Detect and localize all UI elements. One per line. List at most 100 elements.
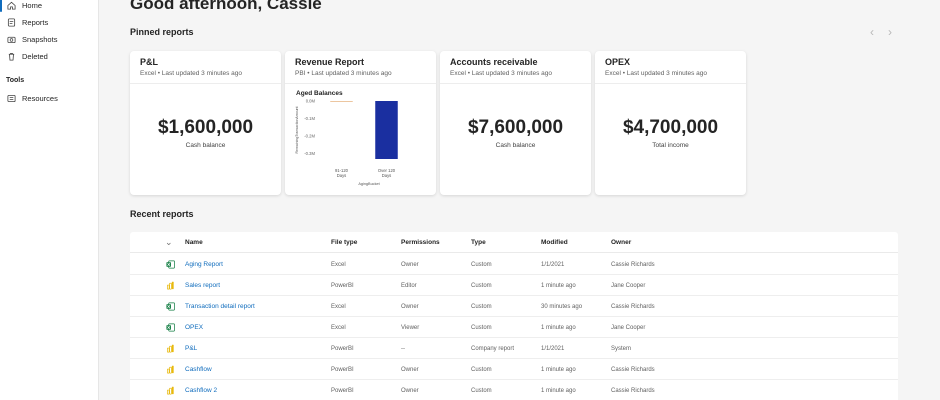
chart-xtick-label: Over 120 Days — [378, 168, 396, 178]
chart-ytick-label: -0.1M — [304, 116, 315, 121]
cell-type: Custom — [471, 262, 492, 268]
sidebar: Home Reports Snapshots Deleted Tools Res… — [0, 0, 99, 400]
excel-icon — [166, 260, 175, 269]
resources-icon — [7, 94, 16, 103]
card-subtitle: Excel • Last updated 3 minutes ago — [450, 70, 553, 77]
chart-ytick-label: -0.3M — [304, 151, 315, 156]
card-divider — [130, 83, 281, 84]
sidebar-item-snapshots[interactable]: Snapshots — [0, 31, 99, 48]
card-title: P&L — [140, 57, 158, 67]
powerbi-icon — [166, 386, 174, 395]
cell-owner: Jane Cooper — [611, 283, 646, 289]
table-row[interactable]: P&L PowerBI -- Company report 1/1/2021 System — [130, 338, 898, 359]
carousel-next-button[interactable]: › — [883, 24, 897, 40]
card-caption: Cash balance — [495, 142, 536, 149]
cell-owner: Cassie Richards — [611, 262, 655, 268]
cell-modified: 1 minute ago — [541, 388, 576, 394]
page-title: Good afternoon, Cassie — [130, 0, 322, 13]
cell-name[interactable]: Aging Report — [185, 261, 223, 268]
table-row[interactable]: OPEX Excel Viewer Custom 1 minute ago Jane Co… — [130, 317, 898, 338]
cell-modified: 1 minute ago — [541, 283, 576, 289]
sidebar-item-label: Reports — [22, 18, 49, 27]
cell-type: Custom — [471, 304, 492, 310]
cell-file-type: Excel — [331, 325, 346, 331]
cell-permissions: Owner — [401, 367, 419, 373]
pinned-card-accounts-receivable[interactable]: Accounts receivable Excel • Last updated… — [440, 51, 591, 195]
column-header-permissions[interactable]: Permissions — [401, 239, 440, 246]
cell-permissions: Owner — [401, 388, 419, 394]
home-icon — [7, 1, 16, 10]
sort-chevron-down-icon[interactable]: ⌄ — [165, 237, 173, 247]
cell-file-type: Excel — [331, 304, 346, 310]
chevron-right-icon: › — [888, 25, 892, 39]
table-row[interactable]: Aging Report Excel Owner Custom 1/1/2021 Cass… — [130, 254, 898, 275]
reports-icon — [7, 18, 16, 27]
cell-type: Custom — [471, 367, 492, 373]
cell-owner: Jane Cooper — [611, 325, 646, 331]
cell-permissions: -- — [401, 346, 405, 352]
sidebar-item-home[interactable]: Home — [0, 0, 99, 14]
table-header: ⌄ Name File type Permissions Type Modifi… — [130, 232, 898, 253]
chevron-left-icon: ‹ — [870, 25, 874, 39]
chart-bar — [375, 101, 398, 159]
column-header-owner[interactable]: Owner — [611, 239, 632, 246]
card-subtitle: Excel • Last updated 3 minutes ago — [605, 70, 708, 77]
cell-name[interactable]: Cashflow 2 — [185, 387, 218, 394]
camera-icon — [7, 35, 16, 44]
cell-file-type: Excel — [331, 262, 346, 268]
sidebar-item-deleted[interactable]: Deleted — [0, 48, 99, 65]
cell-name[interactable]: OPEX — [185, 324, 204, 331]
cell-owner: Cassie Richards — [611, 367, 655, 373]
pinned-card-pl[interactable]: P&L Excel • Last updated 3 minutes ago $… — [130, 51, 281, 195]
chart-ytick-label: -0.2M — [304, 134, 315, 139]
chart-bar — [330, 101, 353, 102]
cell-file-type: PowerBI — [331, 283, 354, 289]
card-divider — [440, 83, 591, 84]
card-divider — [595, 83, 746, 84]
cell-name[interactable]: Transaction detail report — [185, 303, 255, 310]
powerbi-icon — [166, 365, 174, 374]
cell-permissions: Editor — [401, 283, 417, 289]
excel-icon — [166, 302, 175, 311]
column-header-name[interactable]: Name — [185, 239, 203, 246]
cell-name[interactable]: Sales report — [185, 282, 221, 289]
sidebar-item-label: Home — [22, 1, 43, 10]
card-caption: Cash balance — [185, 142, 226, 149]
sidebar-item-resources[interactable]: Resources — [0, 90, 99, 107]
cell-name[interactable]: P&L — [185, 345, 198, 352]
sidebar-item-reports[interactable]: Reports — [0, 14, 99, 31]
cell-file-type: PowerBI — [331, 388, 354, 394]
carousel-prev-button[interactable]: ‹ — [865, 24, 879, 40]
cell-permissions: Viewer — [401, 325, 420, 331]
pinned-card-opex[interactable]: OPEX Excel • Last updated 3 minutes ago … — [595, 51, 746, 195]
chart-title: Aged Balances — [296, 90, 343, 97]
column-header-modified[interactable]: Modified — [541, 239, 568, 246]
chart-ytick-label: 0.0M — [306, 99, 316, 104]
cell-permissions: Owner — [401, 304, 419, 310]
sidebar-item-label: Snapshots — [22, 35, 58, 44]
card-divider — [285, 83, 436, 84]
card-title: OPEX — [605, 57, 631, 67]
pinned-card-revenue-report[interactable]: Revenue Report PBI • Last updated 3 minu… — [285, 51, 436, 195]
card-subtitle: PBI • Last updated 3 minutes ago — [295, 70, 392, 77]
cell-type: Company report — [471, 346, 515, 352]
cell-type: Custom — [471, 283, 492, 289]
recent-reports-table: ⌄ Name File type Permissions Type Modifi… — [130, 232, 898, 400]
table-row[interactable]: Cashflow PowerBI Owner Custom 1 minute ago Ca… — [130, 359, 898, 380]
recent-reports-title: Recent reports — [130, 209, 194, 219]
cell-modified: 30 minutes ago — [541, 304, 583, 310]
column-header-type[interactable]: Type — [471, 239, 486, 246]
cell-name[interactable]: Cashflow — [185, 366, 212, 373]
table-row[interactable]: Sales report PowerBI Editor Custom 1 minute … — [130, 275, 898, 296]
sidebar-item-label: Deleted — [22, 52, 48, 61]
cell-permissions: Owner — [401, 262, 419, 268]
cell-modified: 1 minute ago — [541, 367, 576, 373]
card-title: Revenue Report — [295, 57, 365, 67]
table-row[interactable]: Cashflow 2 PowerBI Owner Custom 1 minute ago… — [130, 380, 898, 400]
table-row[interactable]: Transaction detail report Excel Owner Custo… — [130, 296, 898, 317]
column-header-file-type[interactable]: File type — [331, 239, 358, 246]
card-value: $4,700,000 — [622, 117, 719, 138]
card-value: $1,600,000 — [157, 117, 254, 138]
cell-owner: System — [611, 346, 632, 352]
card-title: Accounts receivable — [450, 57, 538, 67]
